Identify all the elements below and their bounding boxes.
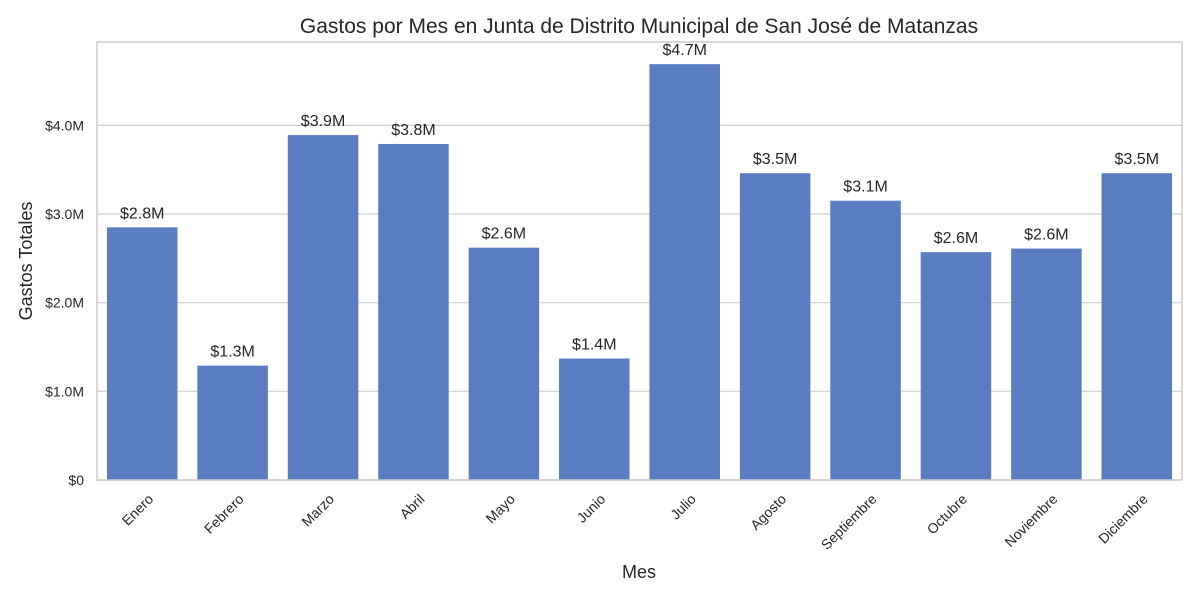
bar-abril (378, 143, 449, 480)
bar-mayo (468, 247, 540, 480)
bars (106, 64, 1173, 481)
data-label: $1.3M (210, 344, 254, 361)
y-axis-label: Gastos Totales (16, 202, 36, 321)
x-tick-label: Agosto (747, 491, 789, 533)
x-tick-label: Octubre (924, 491, 971, 538)
chart-title: Gastos por Mes en Junta de Distrito Muni… (300, 15, 978, 38)
y-axis-ticks: $0 $1.0M $2.0M $3.0M $4.0M (45, 117, 84, 488)
plot-frame (96, 41, 1183, 481)
data-labels: $2.8M $1.3M $3.9M $3.8M $2.6M $1.4M $4.7M $3.5M… (120, 42, 1159, 360)
y-tick-label: $3.0M (45, 206, 84, 222)
x-tick-label: Septiembre (818, 491, 880, 553)
x-tick-label: Abril (396, 491, 427, 522)
data-label: $4.7M (662, 42, 706, 59)
y-tick-label: $2.0M (45, 295, 84, 311)
bar-agosto (739, 173, 811, 481)
bar-febrero (197, 365, 268, 480)
x-tick-label: Enero (119, 491, 157, 529)
x-tick-label: Julio (667, 491, 699, 523)
bar-septiembre (830, 200, 901, 480)
bar-marzo (287, 135, 359, 480)
x-tick-label: Noviembre (1001, 491, 1060, 550)
data-label: $2.6M (934, 230, 978, 247)
data-label: $3.5M (1115, 151, 1159, 168)
bar-diciembre (1101, 173, 1173, 481)
bar-octubre (920, 252, 992, 480)
bar-junio (559, 358, 630, 480)
x-tick-label: Mayo (482, 491, 518, 527)
bar-julio (649, 64, 720, 481)
bar-noviembre (1011, 248, 1082, 480)
y-tick-label: $4.0M (45, 117, 84, 133)
x-axis-ticks: Enero Febrero Marzo Abril Mayo Junio Julio Agos… (119, 491, 1151, 553)
x-tick-label: Febrero (201, 491, 247, 537)
data-label: $3.9M (301, 113, 345, 130)
data-label: $2.6M (1024, 227, 1068, 244)
y-tick-label: $0 (68, 472, 84, 488)
data-label: $2.6M (482, 226, 526, 243)
bar-enero (106, 227, 178, 480)
data-label: $3.1M (843, 179, 887, 196)
plot-border (96, 41, 1183, 481)
y-tick-label: $1.0M (45, 383, 84, 399)
x-axis-label: Mes (622, 562, 656, 582)
data-label: $1.4M (572, 337, 616, 354)
data-label: $3.8M (391, 122, 435, 139)
x-tick-label: Junio (573, 491, 608, 526)
data-label: $3.5M (753, 151, 797, 168)
x-tick-label: Marzo (298, 491, 337, 530)
x-tick-label: Diciembre (1095, 491, 1151, 547)
data-label: $2.8M (120, 205, 164, 222)
